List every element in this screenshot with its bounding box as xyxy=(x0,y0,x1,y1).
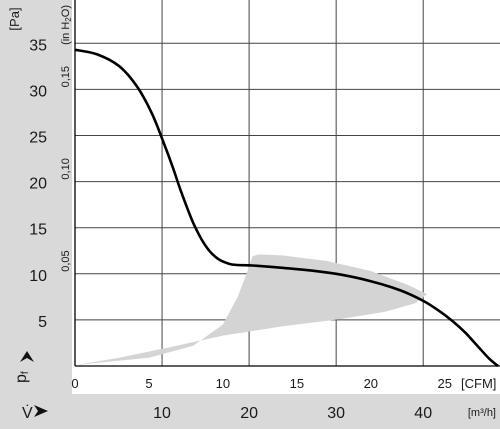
x-tick-label: 0 xyxy=(71,376,78,391)
h2o-unit-label: (in H2O) xyxy=(60,5,73,45)
x-secondary-tick-label: 10 xyxy=(153,405,171,422)
x-secondary-tick-label: 30 xyxy=(327,405,345,422)
bottom-margin xyxy=(0,394,500,429)
y-tick-label: 25 xyxy=(29,130,47,147)
operating-band xyxy=(75,254,427,366)
y-tick-label: 5 xyxy=(38,314,47,331)
x-unit-label: [CFM] xyxy=(461,376,496,391)
y-tick-label: 15 xyxy=(29,222,47,239)
y-axis-symbol: pf xyxy=(13,371,31,383)
y-tick-label: 20 xyxy=(29,176,47,193)
y-axis-arrow-icon xyxy=(20,351,34,362)
y-tick-label: 30 xyxy=(29,83,47,100)
h2o-tick-label: 0,05 xyxy=(60,250,72,271)
x-secondary-tick-label: 20 xyxy=(240,405,258,422)
x-axis-arrow-icon xyxy=(34,405,48,417)
x-tick-label: 25 xyxy=(438,376,452,391)
x-tick-label: 10 xyxy=(216,376,230,391)
y-unit-label: [Pa] xyxy=(7,7,22,30)
plot-area xyxy=(72,0,500,394)
cfm-axis-strip xyxy=(72,366,500,394)
x-secondary-symbol: V̇ xyxy=(22,404,33,422)
y-tick-label: 10 xyxy=(29,268,47,285)
x-tick-label: 15 xyxy=(290,376,304,391)
h2o-tick-label: 0,15 xyxy=(60,66,72,87)
x-secondary-unit-label: [m³/h] xyxy=(468,407,496,419)
left-margin xyxy=(0,0,72,429)
x-tick-label: 5 xyxy=(145,376,152,391)
y-tick-label: 35 xyxy=(29,37,47,54)
pressure-curve xyxy=(74,48,499,368)
x-secondary-tick-label: 40 xyxy=(414,405,432,422)
x-tick-label: 20 xyxy=(364,376,378,391)
h2o-tick-label: 0,10 xyxy=(60,158,72,179)
